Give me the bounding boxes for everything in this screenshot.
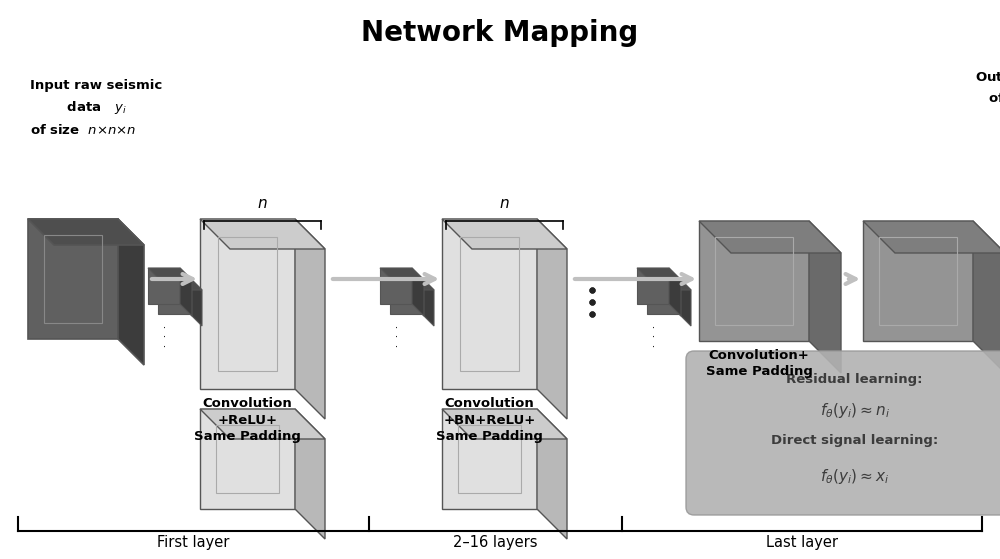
Polygon shape (28, 219, 144, 245)
Polygon shape (158, 278, 190, 314)
Polygon shape (863, 221, 1000, 253)
Polygon shape (118, 219, 144, 365)
Polygon shape (28, 219, 118, 339)
Text: Convolution+
Same Padding: Convolution+ Same Padding (706, 349, 812, 378)
Text: $\cdot$
$\cdot$
$\cdot$: $\cdot$ $\cdot$ $\cdot$ (162, 322, 166, 350)
Polygon shape (422, 278, 434, 326)
Text: $f_{\theta}(y_i) \approx n_i$: $f_{\theta}(y_i) \approx n_i$ (820, 401, 889, 420)
Polygon shape (647, 278, 691, 290)
Polygon shape (190, 278, 202, 326)
Polygon shape (200, 219, 295, 389)
Text: Last layer: Last layer (766, 535, 838, 550)
Text: Convolution
+ReLU+
Same Padding: Convolution +ReLU+ Same Padding (194, 397, 301, 443)
Text: $n$: $n$ (499, 196, 510, 211)
Polygon shape (180, 268, 192, 316)
Polygon shape (200, 409, 325, 439)
Polygon shape (295, 219, 325, 419)
Text: $f_{\theta}(y_i) \approx x_i$: $f_{\theta}(y_i) \approx x_i$ (820, 467, 889, 486)
Polygon shape (200, 219, 325, 249)
Polygon shape (380, 268, 412, 304)
Text: Network Mapping: Network Mapping (361, 19, 639, 47)
Polygon shape (647, 278, 679, 314)
Polygon shape (442, 219, 537, 389)
Polygon shape (442, 409, 567, 439)
Text: Convolution
+BN+ReLU+
Same Padding: Convolution +BN+ReLU+ Same Padding (436, 397, 543, 443)
Polygon shape (637, 268, 669, 304)
Text: $\cdot$
$\cdot$
$\cdot$: $\cdot$ $\cdot$ $\cdot$ (651, 322, 655, 350)
Polygon shape (699, 221, 841, 253)
Polygon shape (390, 278, 422, 314)
Polygon shape (390, 278, 434, 290)
Text: $\cdot$
$\cdot$
$\cdot$: $\cdot$ $\cdot$ $\cdot$ (394, 322, 398, 350)
Polygon shape (973, 221, 1000, 373)
Polygon shape (537, 409, 567, 539)
Text: Direct signal learning:: Direct signal learning: (771, 434, 938, 447)
Polygon shape (148, 268, 180, 304)
Text: 2–16 layers: 2–16 layers (453, 535, 537, 550)
Text: Output data  $f_{\theta}(y_i)$
   of size  $n{\times}n{\times}n$: Output data $f_{\theta}(y_i)$ of size $n… (975, 69, 1000, 106)
Polygon shape (679, 278, 691, 326)
Polygon shape (148, 268, 192, 280)
Polygon shape (637, 268, 681, 280)
Polygon shape (699, 221, 809, 341)
Text: Input raw seismic
        data   $y_i$
of size  $n{\times}n{\times}n$: Input raw seismic data $y_i$ of size $n{… (30, 79, 162, 137)
Text: $n$: $n$ (257, 196, 268, 211)
Polygon shape (537, 219, 567, 419)
Polygon shape (442, 219, 567, 249)
Polygon shape (863, 221, 973, 341)
Polygon shape (442, 409, 537, 509)
Text: Residual learning:: Residual learning: (786, 373, 923, 386)
Polygon shape (669, 268, 681, 316)
Text: First layer: First layer (157, 535, 229, 550)
FancyBboxPatch shape (686, 351, 1000, 515)
Polygon shape (809, 221, 841, 373)
Polygon shape (295, 409, 325, 539)
Polygon shape (200, 409, 295, 509)
Polygon shape (412, 268, 424, 316)
Polygon shape (158, 278, 202, 290)
Polygon shape (380, 268, 424, 280)
